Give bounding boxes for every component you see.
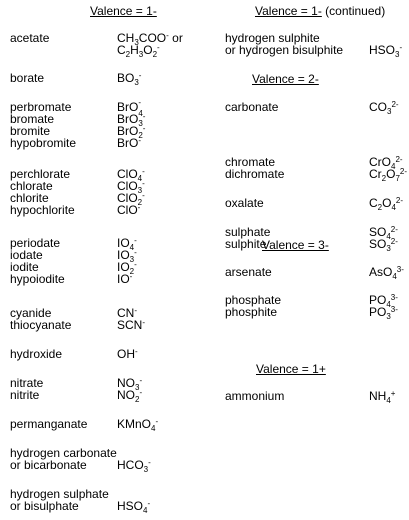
ion-name: hypochlorite — [10, 203, 75, 217]
hydrogen-carbonate-group: hydrogen carbonate or bicarbonate HCO3- — [0, 446, 205, 474]
ion-name: acetate — [10, 31, 50, 45]
ammonium-group: ammonium NH4+ — [205, 389, 409, 405]
ion-formula: KMnO4- — [117, 417, 159, 433]
arsenate-group: arsenate AsO43- — [205, 265, 409, 281]
ion-formula: SO42- — [369, 225, 398, 241]
sulphur-oxyanion-group: sulphate SO42- sulphite SO32- — [205, 225, 409, 253]
ion-formula: NO3- — [117, 376, 143, 392]
ion-name: periodate — [10, 236, 61, 250]
ion-name: hypoiodite — [10, 272, 65, 286]
ion-name: chromate — [225, 155, 276, 169]
ion-formula: ClO3- — [117, 179, 145, 195]
valence-1-plus-heading: Valence = 1+ — [256, 362, 326, 376]
ion-name: iodite — [10, 260, 39, 274]
ion-formula: SO32- — [369, 237, 398, 253]
ion-name: nitrite — [10, 388, 40, 402]
ion-formula: ClO2- — [117, 191, 145, 207]
ion-name: or bicarbonate — [10, 458, 87, 472]
ion-name: perbromate — [10, 100, 72, 114]
oxalate-group: oxalate C2O42- — [205, 196, 409, 212]
ion-formula: SCN- — [117, 318, 146, 332]
ion-formula: IO4- — [117, 236, 137, 252]
ion-formula: IO3- — [117, 248, 137, 264]
ion-name: hypobromite — [10, 136, 77, 150]
ion-name: sulphate — [225, 225, 271, 239]
ion-formula: CN- — [117, 306, 138, 320]
ion-name: hydrogen carbonate — [10, 446, 117, 460]
permanganate-group: permanganate KMnO4- — [0, 417, 205, 433]
ion-name: permanganate — [10, 417, 88, 431]
ion-name: oxalate — [225, 196, 264, 210]
ion-name: phosphate — [225, 293, 282, 307]
ion-formula: IO2- — [117, 260, 137, 276]
ion-name: borate — [10, 71, 45, 85]
nitrogen-oxyanion-group: nitrate NO3- nitrite NO2- — [0, 376, 205, 404]
cyanide-group: cyanide CN- thiocyanate SCN- — [0, 306, 205, 332]
ion-name: dichromate — [225, 167, 285, 181]
ion-name: hydrogen sulphate — [10, 487, 109, 501]
valence-1-minus-heading: Valence = 1- — [90, 4, 157, 18]
ion-name: nitrate — [10, 376, 44, 390]
ion-formula: CO32- — [369, 100, 399, 116]
ion-formula: NO2- — [117, 388, 143, 404]
ion-name: arsenate — [225, 265, 272, 279]
ion-formula: CH3COO- or — [117, 31, 183, 47]
ion-name: phosphite — [225, 305, 278, 319]
ion-formula: BO3- — [117, 71, 142, 87]
ion-formula: HSO3- — [369, 43, 403, 59]
ion-formula: C2H3O2- — [117, 43, 160, 59]
ion-formula: BrO2- — [117, 124, 146, 140]
ion-name: bromite — [10, 124, 51, 138]
ion-name: thiocyanate — [10, 318, 72, 332]
hydrogen-sulphite-group: hydrogen sulphite or hydrogen bisulphite… — [205, 31, 409, 59]
phosphate-group: phosphate PO43- phosphite PO33- — [205, 293, 409, 321]
ion-formula: ClO- — [117, 203, 141, 217]
ion-formula: BrO- — [117, 136, 142, 150]
ion-name: hydroxide — [10, 347, 63, 361]
ion-formula: PO33- — [369, 305, 398, 321]
bromine-oxyanion-group: perbromate BrO -4 bromate BrO3- bromite BrO2… — [0, 99, 205, 150]
ion-formula: OH- — [117, 347, 138, 361]
carbonate-group: carbonate CO32- — [205, 100, 409, 116]
ion-name: hydrogen sulphite — [225, 31, 320, 45]
chlorine-oxyanion-group: perchlorate ClO4- chlorate ClO3- chlorite C… — [0, 167, 205, 217]
ion-formula: C2O42- — [369, 196, 404, 212]
hydrogen-sulphate-group: hydrogen sulphate or bisulphate HSO4- — [0, 487, 205, 515]
ion-formula: ClO4- — [117, 167, 145, 183]
chromate-group: chromate CrO42- dichromate Cr2O72- — [205, 155, 409, 183]
ion-name: chlorite — [10, 191, 49, 205]
ion-name: chlorate — [10, 179, 53, 193]
ion-formula: AsO43- — [369, 265, 404, 281]
valence-2-minus-heading: Valence = 2- — [252, 72, 319, 86]
ion-formula: Cr2O72- — [369, 167, 408, 183]
acetate-group: acetate CH3COO- or C2H3O2- — [0, 31, 205, 59]
ion-name: iodate — [10, 248, 43, 262]
ion-formula: HSO4- — [117, 499, 151, 515]
ion-name: cyanide — [10, 306, 52, 320]
ion-name: or bisulphate — [10, 499, 79, 513]
ion-name: bromate — [10, 112, 55, 126]
ion-formula: NH4+ — [369, 389, 396, 405]
borate-group: borate BO3- — [0, 71, 205, 87]
ion-formula: CrO42- — [369, 155, 403, 171]
valence-3-minus-heading: Valence = 3- — [262, 238, 329, 252]
valence-1-minus-continued-heading: Valence = 1- (continued) — [255, 4, 386, 18]
ion-formula: PO43- — [369, 293, 398, 309]
ion-name: sulphite — [225, 237, 267, 251]
ion-name: or hydrogen bisulphite — [225, 43, 344, 57]
ion-name: carbonate — [225, 100, 279, 114]
ion-formula: BrO3- — [117, 112, 146, 128]
ion-formula: IO- — [117, 272, 133, 286]
ion-formula: HCO3- — [117, 458, 151, 474]
ion-name: perchlorate — [10, 167, 71, 181]
iodine-oxyanion-group: periodate IO4- iodate IO3- iodite IO2- hypo… — [0, 236, 205, 286]
hydroxide-group: hydroxide OH- — [0, 347, 205, 361]
ion-name: ammonium — [225, 389, 285, 403]
